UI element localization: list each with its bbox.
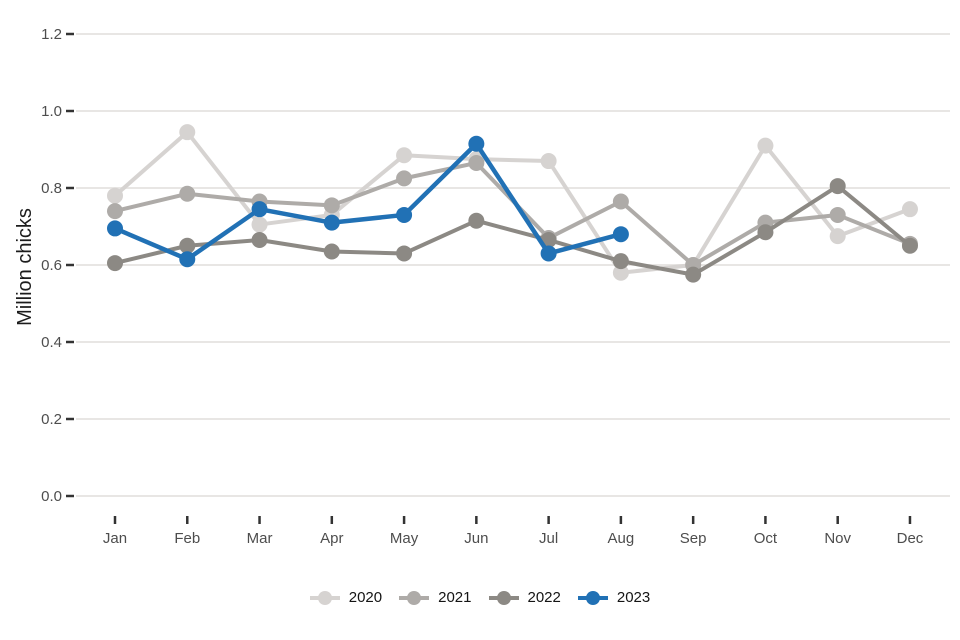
x-tick-label: Jun: [464, 530, 488, 547]
x-tick-label: Feb: [174, 530, 200, 547]
point-2021-May: [396, 170, 413, 187]
point-2023-Jul: [540, 245, 557, 262]
y-tick-label: 0.4: [41, 334, 62, 351]
legend-marker-icon-2021: [399, 590, 430, 605]
y-tick-label: 0.8: [41, 180, 62, 197]
point-2022-Oct: [757, 224, 774, 241]
legend-marker-icon-2020: [309, 590, 340, 605]
series-line-2022: [113, 184, 912, 277]
x-tick-label: Apr: [320, 530, 343, 547]
legend-marker-icon-2022: [488, 590, 519, 605]
point-2020-Jul: [540, 153, 557, 170]
point-2020-Nov: [829, 228, 846, 245]
point-2020-Mar: [251, 216, 268, 233]
legend-label-2023: 2023: [616, 589, 651, 606]
point-2021-Jan: [107, 203, 123, 220]
chart-legend: 2020 2021 2022 2023: [0, 589, 960, 606]
point-2022-May: [396, 245, 413, 262]
point-2022-Aug: [612, 253, 629, 270]
point-2020-Oct: [757, 137, 774, 154]
x-tick-label: Nov: [824, 530, 851, 547]
y-axis-title: Million chicks: [14, 208, 36, 326]
legend-label-2020: 2020: [348, 589, 383, 606]
point-2022-Dec: [901, 237, 918, 254]
point-2021-Nov: [829, 206, 846, 223]
legend-label-2021: 2021: [438, 589, 472, 606]
x-tick-label: Jul: [539, 530, 558, 547]
point-2020-May: [396, 147, 413, 164]
series-line-2023: [112, 141, 624, 262]
y-tick-label: 0.2: [41, 411, 62, 428]
x-tick-label: Mar: [247, 530, 273, 547]
point-2023-Apr: [323, 214, 340, 231]
point-2023-May: [396, 206, 413, 223]
legend-item-2021: 2021: [399, 589, 472, 606]
legend-item-2020: 2020: [309, 589, 383, 606]
point-2022-Jan: [107, 255, 123, 272]
x-tick-label: Dec: [897, 530, 924, 547]
x-tick-label: Oct: [754, 530, 778, 547]
x-tick-label: Aug: [608, 530, 635, 547]
x-tick-label: Jan: [103, 530, 127, 547]
point-2022-Feb: [179, 237, 196, 254]
point-2022-Apr: [323, 243, 340, 260]
x-tick-label: May: [390, 530, 419, 547]
point-2022-Jun: [468, 212, 485, 229]
point-2020-Jan: [107, 187, 123, 204]
point-2020-Aug: [612, 264, 629, 281]
point-2021-Jun: [468, 154, 485, 171]
point-2022-Sep: [685, 266, 702, 283]
point-2021-Aug: [612, 193, 629, 210]
y-tick-label: 0.0: [41, 488, 62, 505]
y-tick-label: 1.2: [41, 26, 62, 43]
y-tick-label: 0.6: [41, 257, 62, 274]
point-2023-Mar: [251, 201, 268, 218]
point-2022-Nov: [829, 178, 846, 195]
legend-label-2022: 2022: [527, 589, 561, 606]
point-2022-Mar: [251, 231, 268, 248]
point-2023-Feb: [179, 251, 196, 268]
legend-item-2023: 2023: [577, 589, 651, 606]
point-2021-Feb: [179, 185, 196, 202]
legend-marker-icon-2023: [577, 590, 608, 605]
point-2020-Dec: [901, 201, 918, 218]
x-tick-label: Sep: [680, 530, 707, 547]
series-line-2020: [113, 130, 912, 275]
point-2023-Jun: [468, 135, 485, 152]
point-2023-Jan: [107, 220, 123, 237]
point-2020-Feb: [179, 124, 196, 141]
point-2021-Apr: [323, 197, 340, 214]
y-tick-label: 1.0: [41, 103, 62, 120]
legend-item-2022: 2022: [488, 589, 561, 606]
point-2023-Aug: [612, 226, 629, 243]
